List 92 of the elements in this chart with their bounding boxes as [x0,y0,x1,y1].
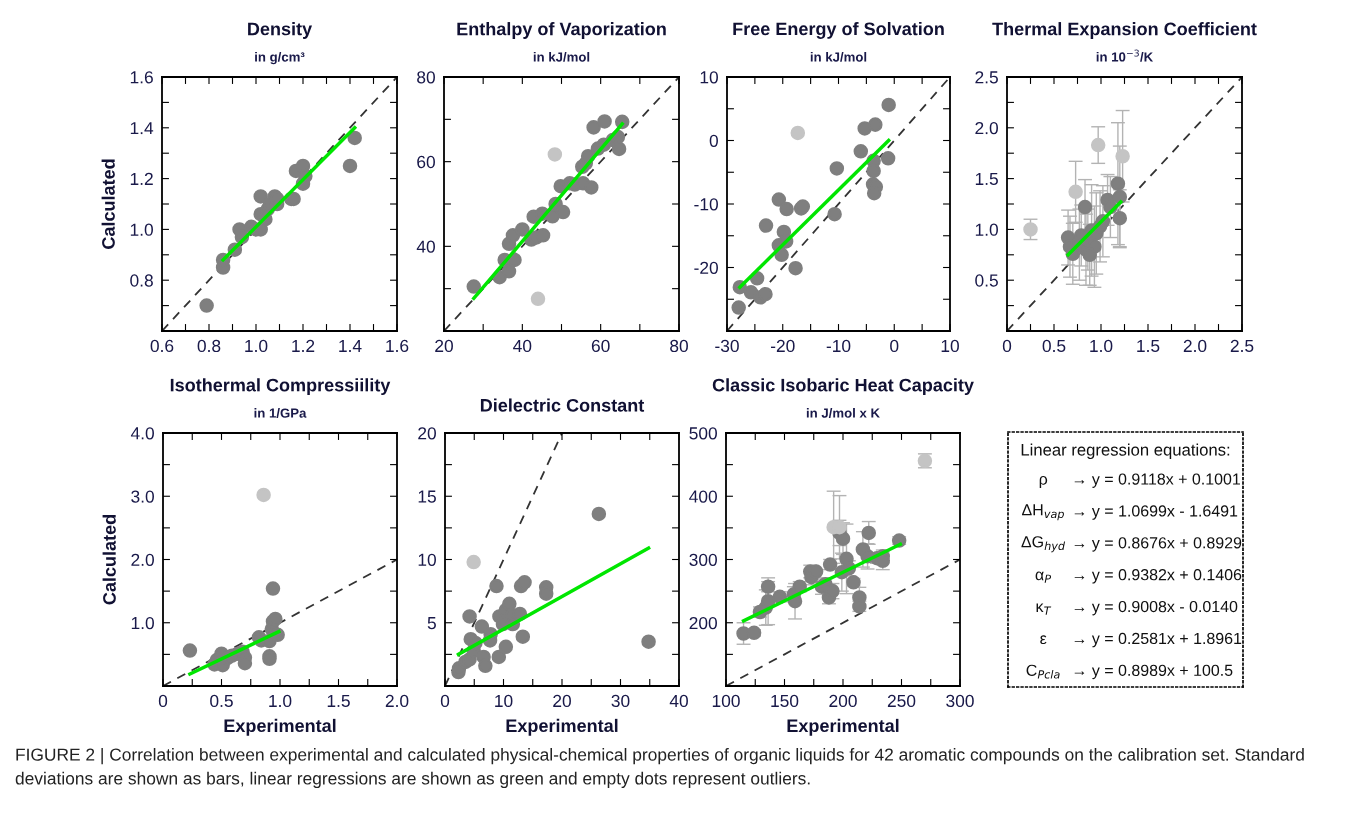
x-tick-label: 40 [513,339,532,353]
x-tick-label: 20 [435,339,453,353]
x-tick-label: 300 [946,694,974,708]
y-tick-label: -10 [694,198,718,211]
x-tick-label: 2.5 [1230,339,1254,353]
x-tick-label: 0.5 [1042,339,1066,353]
x-tick-label: 1.0 [245,339,268,353]
x-tick-label: 0.8 [197,339,221,353]
chart-title: Isothermal Compressiility [170,378,391,396]
y-tick-label: 10 [700,71,718,84]
y-tick-label: 1.2 [130,172,153,185]
y-tick-label: 80 [417,71,435,84]
y-axis-title: Calculated [102,515,116,605]
text: Linear regression equations: [1021,443,1230,460]
y-tick-label: 15 [418,490,436,503]
chart-title: Thermal Expansion Coefficient [992,22,1257,39]
caption: FIGURE 2 | Correlation between experimental and calculated physical-chemical properties of organic liquids for 42 aromatic compounds on the calibration set. Standard deviations are shown as bars, linear regressions are shown as green and empty dots represent outliers. [15,748,1304,788]
x-tick-label: 0.5 [210,694,233,708]
x-tick-label: 0 [158,694,168,708]
chart-subtitle: in 1/GPa [254,408,307,418]
x-axis-title: Experimental [224,718,336,736]
chart-subtitle: in J/mol x K [806,408,880,418]
y-tick-label: 4.0 [130,427,154,440]
text: ΔH$_{vap}$ → y = 1.0699x - 1.6491 [1022,504,1238,521]
x-tick-label: -10 [826,339,851,353]
x-tick-label: 1.5 [327,694,350,708]
x-tick-label: 10 [495,694,513,708]
x-tick-label: -20 [770,339,795,353]
x-tick-label: 0 [890,339,899,353]
x-tick-label: 1.5 [1137,339,1160,353]
x-axis-title: Experimental [506,718,618,736]
y-tick-label: 3.0 [131,490,154,503]
y-tick-label: 300 [689,553,717,566]
x-tick-label: 20 [553,694,571,708]
chart-subtitle: in g/cm³ [255,51,305,65]
y-tick-label: 2.5 [975,71,998,84]
y-tick-label: 500 [689,427,717,440]
y-tick-label: 1.6 [130,71,153,84]
x-tick-label: 1.6 [386,339,409,353]
chart-subtitle: in 10$^{−3}$/K [1096,49,1154,62]
x-tick-label: 40 [669,694,688,708]
y-tick-label: 20 [418,427,436,440]
y-tick-label: 1.4 [130,122,154,135]
chart-subtitle: in kJ/mol [533,52,590,62]
chart-title: Dielectric Constant [480,398,645,412]
y-tick-label: 0.8 [130,274,153,287]
y-tick-label: 40 [416,240,435,253]
text: ΔG$_{hyd}$ → y = 0.8676x + 0.8929 [1021,536,1242,553]
y-axis-title: Calculated [101,159,115,249]
y-tick-label: 5 [427,617,436,630]
x-tick-label: 10 [941,339,959,353]
y-tick-label: 0.5 [975,274,998,287]
x-tick-label: 0 [1002,339,1012,353]
x-tick-label: 1.4 [339,339,362,352]
y-tick-label: 10 [418,553,436,566]
chart-title: Enthalpy of Vaporization [457,22,666,39]
x-tick-label: 0 [440,694,450,708]
y-tick-label: 400 [689,490,717,503]
x-tick-label: 0.6 [150,339,174,353]
y-tick-label: 2.0 [975,121,998,135]
x-tick-label: 1.0 [1090,339,1113,353]
x-tick-label: -30 [715,339,739,353]
x-axis-title: Experimental [787,718,899,736]
x-tick-label: 80 [670,339,688,353]
x-tick-label: 2.0 [385,694,409,708]
x-tick-label: 150 [771,694,799,708]
y-tick-label: -20 [694,261,718,274]
y-tick-label: 1.0 [130,223,153,236]
x-tick-label: 1.2 [292,339,315,352]
chart-title: Free Energy of Solvation [733,21,944,39]
x-tick-label: 2.0 [1183,339,1207,353]
x-tick-label: 1.0 [269,694,292,708]
text: C$_{Pcla}$ → y = 0.8989x + 100.5 [1026,664,1233,680]
text: ρ → y = 0.9118x + 0.1001 [1039,473,1240,488]
x-tick-label: 250 [887,694,916,708]
text: ε → y = 0.2581x + 1.8961 [1040,632,1242,648]
x-tick-label: 60 [591,339,610,353]
y-tick-label: 1.5 [975,172,998,186]
y-tick-label: 2.0 [131,553,154,566]
x-tick-label: 200 [829,694,857,708]
x-tick-label: 100 [712,694,740,708]
text: α$_{P}$ → y = 0.9382x + 0.1406 [1035,569,1242,584]
chart-subtitle: in kJ/mol [810,52,867,62]
y-tick-label: 200 [689,616,717,630]
y-tick-label: 60 [417,155,435,169]
chart-title: Density [248,22,313,39]
y-tick-label: 1.0 [131,616,154,630]
chart-title: Classic Isobaric Heat Capacity [712,378,974,396]
y-tick-label: 1.0 [975,223,998,236]
y-tick-label: 0 [709,134,718,147]
text: κ$_{T}$ → y = 0.9008x - 0.0140 [1036,600,1238,616]
x-tick-label: 30 [611,694,630,708]
